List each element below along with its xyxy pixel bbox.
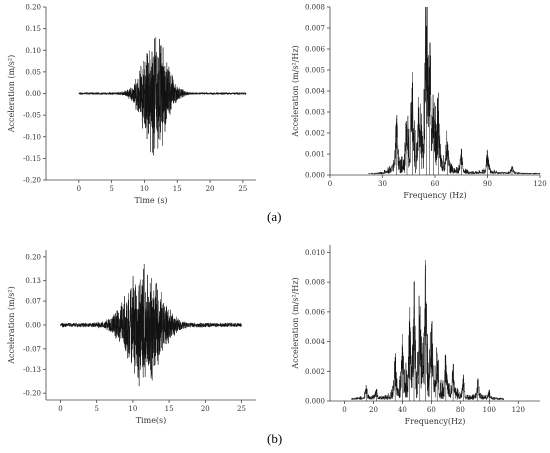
y-tick-label: 0.006: [305, 308, 326, 316]
x-tick-label: 10: [128, 405, 137, 413]
chart-a-frequency-spectrum: 0 30 60 90 120 0.000 0.001 0.002 0.003 0.004 0.005…: [291, 4, 547, 201]
y-axis-label: Acceleration (m/s²/Hz): [291, 45, 300, 137]
x-axis-label: Frequency(Hz): [405, 417, 466, 426]
x-tick-label: 25: [238, 185, 247, 193]
y-tick-label: -0.20: [23, 390, 41, 398]
x-axis-label: Time (s): [134, 196, 167, 205]
y-tick-label: 0.000: [305, 172, 325, 180]
y-tick-label: 0.00: [25, 90, 41, 98]
y-tick-label: 0.00: [25, 322, 41, 330]
y-tick-label: 0.008: [305, 279, 325, 287]
y-axis-label: Acceleration (m/s²/Hz): [291, 277, 300, 369]
series-line: [60, 263, 242, 387]
x-tick-label: 15: [173, 185, 182, 193]
y-tick-label: 0.13: [25, 277, 41, 285]
chart-a-time-domain: 0 5 10 15 20 25 -0.20 -0.15 -0.10 -0.05 0.00 0.05 0.…: [7, 4, 256, 205]
y-tick-label: 0.006: [305, 46, 326, 54]
x-axis-label: Time(s): [136, 416, 167, 425]
x-tick-label: 20: [201, 405, 210, 413]
caption-a: (a): [267, 209, 282, 224]
y-tick-label: 0.010: [305, 249, 325, 257]
x-tick-label: 25: [237, 405, 246, 413]
y-tick-label: 0.008: [305, 4, 325, 12]
x-tick-label: 5: [109, 185, 113, 193]
x-tick-label: 60: [427, 406, 436, 414]
y-tick-label: 0.004: [305, 88, 326, 96]
x-tick-label: 120: [512, 406, 525, 414]
y-tick-label: -0.13: [23, 366, 41, 374]
x-tick-label: 80: [456, 406, 465, 414]
y-tick-label: 0.004: [305, 338, 326, 346]
chart-b-frequency-spectrum: 0 20 40 60 80 100 120 0.000 0.002 0.004 0.006 0.008…: [291, 245, 540, 426]
series-line: [368, 6, 541, 175]
x-tick-label: 15: [165, 405, 174, 413]
x-tick-label: 10: [140, 185, 149, 193]
x-tick-label: 90: [483, 180, 492, 188]
x-axis-label: Frequency (Hz): [403, 191, 466, 200]
caption-b: (b): [267, 431, 283, 446]
y-tick-label: -0.10: [23, 133, 41, 141]
y-tick-label: 0.002: [305, 130, 325, 138]
y-tick-label: 0.07: [25, 298, 41, 306]
y-axis-label: Acceleration (m/s²): [7, 55, 16, 133]
x-tick-label: 0: [328, 180, 332, 188]
y-tick-label: -0.07: [23, 345, 41, 353]
x-tick-label: 20: [206, 185, 215, 193]
x-tick-label: 20: [369, 406, 378, 414]
y-tick-label: 0.10: [25, 47, 41, 55]
chart-b-time-domain: 0 5 10 15 20 25 -0.20 -0.13 -0.07 0.00 0.07 0.13 0.2…: [7, 250, 256, 425]
y-tick-label: 0.005: [305, 67, 325, 75]
x-tick-label: 0: [342, 406, 346, 414]
x-tick-label: 60: [431, 180, 440, 188]
x-tick-label: 40: [398, 406, 407, 414]
series-line: [351, 259, 505, 401]
y-tick-label: 0.15: [25, 25, 41, 33]
y-tick-label: -0.05: [23, 112, 41, 120]
x-tick-label: 100: [483, 406, 496, 414]
series-line: [78, 36, 247, 156]
y-axis-label: Acceleration (m/s²): [7, 286, 16, 364]
y-tick-label: 0.007: [305, 25, 325, 33]
y-tick-label: 0.05: [25, 68, 41, 76]
y-tick-label: 0.000: [305, 398, 325, 406]
y-tick-label: 0.003: [305, 109, 325, 117]
y-tick-label: -0.15: [23, 155, 41, 163]
x-tick-label: 120: [533, 180, 546, 188]
y-tick-label: -0.20: [23, 177, 41, 185]
y-tick-label: 0.001: [305, 151, 325, 159]
x-tick-label: 0: [58, 405, 62, 413]
x-tick-label: 5: [94, 405, 98, 413]
y-tick-label: 0.20: [25, 4, 41, 12]
y-tick-label: 0.20: [25, 253, 41, 261]
x-tick-label: 0: [77, 185, 81, 193]
x-tick-label: 30: [378, 180, 387, 188]
y-tick-label: 0.002: [305, 368, 325, 376]
